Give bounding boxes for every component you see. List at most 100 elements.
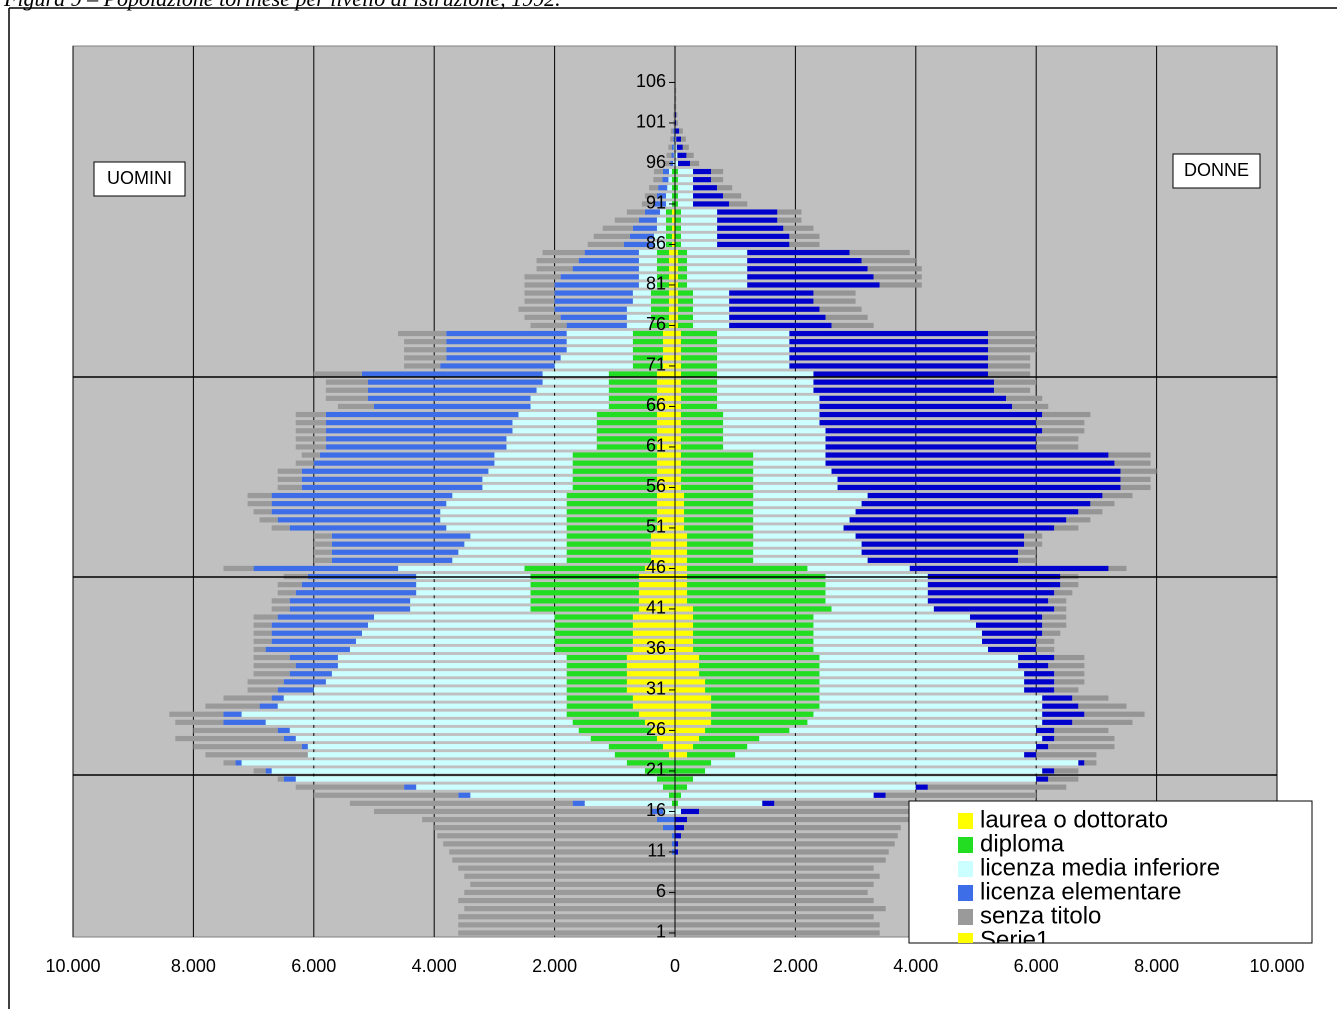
bar [681,379,718,385]
bar [283,776,296,782]
bar [247,687,278,693]
bar [656,371,675,377]
bar [1066,517,1091,523]
bar [753,517,850,523]
bar [668,792,675,798]
bar [819,663,1019,669]
bar [554,298,633,304]
bar [675,330,682,337]
bar [819,687,1025,693]
bar [825,436,1037,442]
bar [717,233,790,239]
bar [687,541,754,547]
bar [223,711,242,717]
bar [678,306,694,312]
bar [494,460,573,466]
bar [566,703,633,709]
bar [693,638,814,644]
bar [608,744,663,750]
bar [572,476,657,482]
bar [325,420,513,426]
bar [668,274,675,280]
bar [656,274,669,280]
legend-swatch [958,885,973,901]
bar [675,136,677,142]
bar [717,217,778,223]
bar [681,484,754,491]
bar [398,565,525,572]
bar [675,193,679,199]
bar [596,436,657,442]
bar [675,744,694,750]
bar [671,185,675,191]
y-tick-label: 86 [646,233,666,253]
bar [626,654,675,661]
bar [747,282,880,288]
bar [675,387,682,393]
bar [247,679,284,685]
bar [560,355,633,361]
x-tick-label: 6.000 [291,956,336,976]
bar [656,525,675,531]
y-tick-label: 1 [656,922,666,942]
bar [671,144,674,150]
bar [566,533,651,539]
bar [325,428,513,434]
bar [675,590,688,596]
bar [753,452,826,458]
bar [675,768,706,774]
legend-swatch [958,909,973,925]
bar [313,687,567,693]
bar [554,630,633,636]
bar [819,395,1007,401]
bar [675,282,679,288]
bar [693,744,748,750]
bar [753,460,826,466]
bar [753,509,856,515]
bar [717,185,733,191]
bar [711,168,724,175]
legend-label: licenza elementare [980,878,1181,905]
bar [241,711,567,717]
bar [687,590,826,596]
legend-label: senza titolo [980,902,1101,929]
bar [325,444,507,450]
bar [717,403,820,410]
bar [774,800,980,806]
bar [283,695,567,701]
bar [656,249,669,256]
bar [753,525,844,531]
bar [452,492,567,499]
bar [566,671,627,677]
bar [632,695,675,701]
bar [1042,622,1067,628]
bar [1120,468,1157,474]
bar [464,906,675,912]
bar [673,144,675,150]
bar [675,185,679,191]
bar [367,379,543,385]
bar [675,881,874,887]
bar [789,355,989,361]
bar [675,638,694,644]
bar [675,120,677,126]
bar [313,460,495,466]
bar [512,428,597,434]
bar [861,258,916,264]
bar [673,136,675,142]
bar [675,727,706,734]
bar [313,792,459,798]
bar [687,249,748,256]
bar [632,646,675,653]
bar [666,152,672,158]
bar [554,638,633,644]
bar [747,274,874,280]
bar [667,185,672,191]
bar [524,314,561,320]
bar [681,339,718,345]
bar [867,492,1103,499]
bar [988,339,1037,345]
bar [819,403,1013,410]
